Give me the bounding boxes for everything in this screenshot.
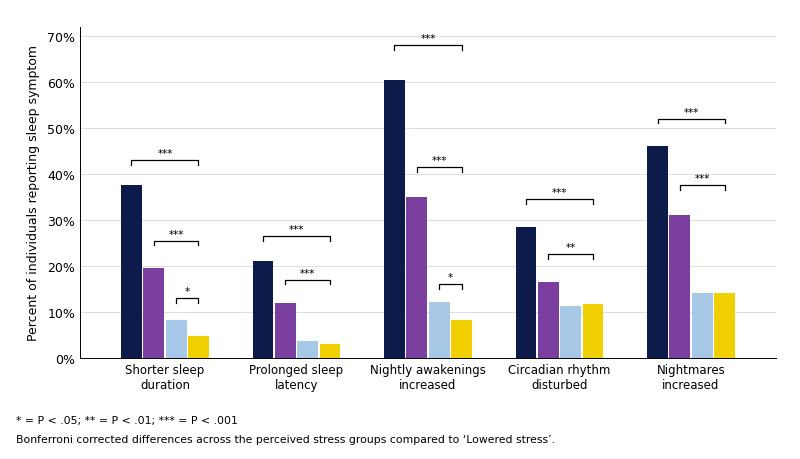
Text: **: ** <box>566 243 576 253</box>
Bar <box>714 294 735 358</box>
Bar <box>692 294 713 358</box>
Bar <box>320 344 341 358</box>
Bar <box>253 262 274 358</box>
Bar <box>670 216 690 358</box>
Bar <box>582 304 603 358</box>
Text: *: * <box>448 273 453 283</box>
Bar <box>143 269 164 358</box>
Text: ***: *** <box>289 224 304 235</box>
Bar <box>647 147 668 358</box>
Bar <box>121 186 142 358</box>
Text: ***: *** <box>683 107 698 118</box>
Bar <box>538 282 558 358</box>
Text: * = P < .05; ** = P < .01; *** = P < .001: * = P < .05; ** = P < .01; *** = P < .00… <box>16 415 238 425</box>
Text: ***: *** <box>169 229 184 239</box>
Bar <box>406 197 427 358</box>
Text: ***: *** <box>694 174 710 184</box>
Legend: High increase, Modest increase, Unchanged, Lowered: High increase, Modest increase, Unchange… <box>220 456 636 459</box>
Bar <box>429 302 450 358</box>
Bar <box>451 320 472 358</box>
Text: ***: *** <box>300 268 315 278</box>
Bar <box>166 320 186 358</box>
Y-axis label: Percent of individuals reporting sleep symptom: Percent of individuals reporting sleep s… <box>27 45 40 341</box>
Bar <box>560 306 581 358</box>
Bar <box>275 303 296 358</box>
Text: ***: *** <box>420 34 436 44</box>
Bar <box>298 341 318 358</box>
Bar <box>384 80 405 358</box>
Text: *: * <box>185 286 190 297</box>
Text: Bonferroni corrected differences across the perceived stress groups compared to : Bonferroni corrected differences across … <box>16 434 555 444</box>
Bar <box>515 227 536 358</box>
Text: ***: *** <box>431 156 447 166</box>
Text: ***: *** <box>552 188 567 198</box>
Text: ***: *** <box>158 149 173 159</box>
Bar <box>188 336 209 358</box>
